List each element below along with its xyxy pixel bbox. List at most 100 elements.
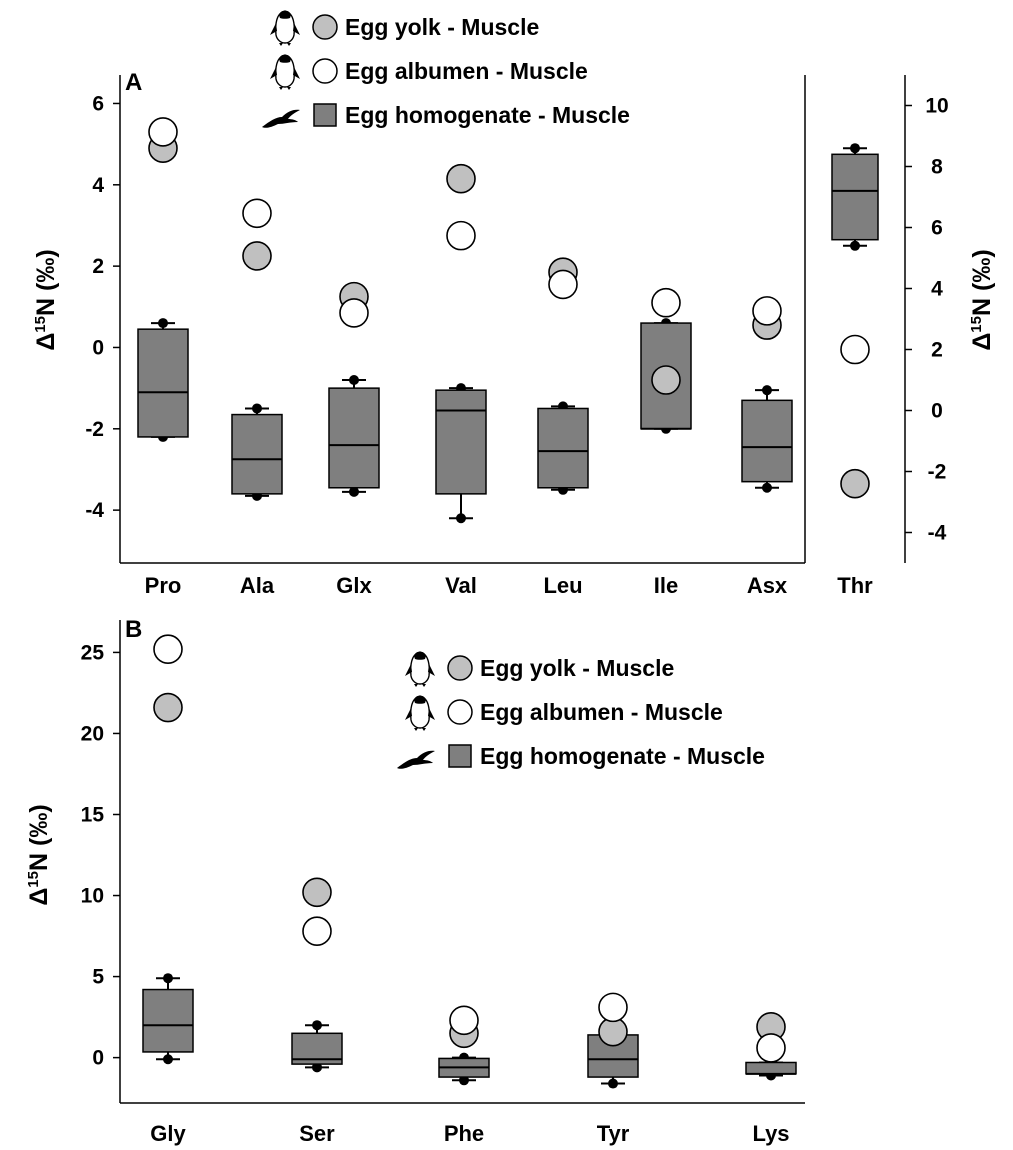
whisker-dot-upper (163, 973, 173, 984)
y-axis-title-delta: Δ (968, 333, 996, 351)
point-albumen-ile (651, 287, 681, 318)
x-category-label: Leu (543, 573, 582, 598)
panel-a-label: A (125, 69, 142, 96)
x-category-label: Tyr (597, 1121, 630, 1146)
whisker-dot-upper (158, 318, 168, 329)
x-category-label: Lys (752, 1121, 789, 1146)
x-category-label: Glx (336, 573, 372, 598)
point-albumen-val (446, 220, 476, 251)
whisker-dot-upper (349, 375, 359, 385)
box-plot-thr (831, 143, 879, 251)
legend-marker-albumen (447, 699, 473, 725)
whisker-dot-upper (252, 403, 262, 414)
bird-silhouette (262, 109, 300, 128)
legend-marker-yolk (447, 655, 473, 681)
y-tick-label-right: 10 (925, 95, 948, 118)
penguin-flipper-right (293, 67, 300, 79)
bird-icon (262, 109, 300, 128)
panel-a: A -4 -2 0 2 4 6 -4 -2 0 2 4 6 8 10 Pro Ala Glx Val Leu Ile A… (32, 69, 996, 598)
y-tick-label: 25 (81, 641, 105, 664)
bird-silhouette (397, 750, 435, 769)
legend-item: Egg homogenate - Muscle (397, 743, 765, 769)
penguin-icon (405, 695, 435, 731)
penguin-flipper-left (405, 708, 412, 720)
box-plot-leu (537, 401, 589, 495)
y-tick-label-right: 0 (931, 400, 943, 423)
panel-b-label: B (125, 616, 142, 643)
box-plot-glx (328, 375, 380, 497)
y-tick-label: 0 (92, 1047, 104, 1070)
penguin-icon (270, 10, 300, 46)
x-category-label: Gly (150, 1121, 186, 1146)
point-yolk-ile (651, 365, 681, 395)
point-albumen-asx (752, 296, 782, 326)
y-tick-label: 6 (92, 92, 104, 115)
y-axis-title-superscript: 15 (32, 316, 49, 333)
penguin-icon (270, 54, 300, 90)
point-yolk-gly (153, 692, 183, 723)
legend-label: Egg albumen - Muscle (345, 58, 588, 84)
y-axis-title: Δ15N (‰) (968, 249, 996, 350)
y-axis-title-superscript: 15 (968, 316, 985, 333)
box-iqr (831, 153, 879, 241)
legend-a: Egg yolk - Muscle Egg albumen - Muscle Egg… (262, 10, 630, 128)
y-tick-label: 20 (81, 722, 104, 745)
penguin-feet (279, 43, 291, 46)
y-tick-label-right: 4 (931, 278, 943, 301)
penguin-feet (414, 728, 426, 731)
penguin-flipper-right (428, 708, 435, 720)
point-albumen-ala (242, 198, 272, 229)
y-tick-label-right: 2 (931, 339, 943, 362)
point-albumen-tyr (598, 992, 628, 1023)
penguin-feet (279, 87, 291, 90)
box-plot-asx (741, 385, 793, 493)
whisker-dot-upper (762, 385, 772, 396)
x-category-label: Val (445, 573, 477, 598)
box-plot-val (435, 383, 487, 524)
box-iqr (745, 1061, 797, 1075)
legend-label: Egg homogenate - Muscle (480, 743, 765, 769)
y-axis-title-delta: Δ (32, 333, 60, 351)
y-tick-label: 10 (81, 885, 104, 908)
y-tick-label: -4 (85, 499, 104, 522)
x-category-label: Phe (444, 1121, 484, 1146)
point-albumen-thr (840, 334, 870, 365)
whisker-dot-lower (349, 486, 359, 497)
point-albumen-gly (153, 634, 183, 664)
whisker-dot-upper (312, 1020, 322, 1031)
point-albumen-leu (548, 269, 578, 300)
point-albumen-ser (302, 916, 332, 946)
penguin-head (414, 695, 426, 704)
box-iqr (137, 328, 189, 438)
box-iqr (435, 389, 487, 495)
x-category-label: Ala (240, 573, 275, 598)
y-axis-title-unit: N (‰) (25, 804, 53, 871)
legend-label: Egg homogenate - Muscle (345, 102, 630, 128)
box-iqr (142, 988, 194, 1053)
y-tick-label: 4 (92, 174, 104, 197)
legend-item: Egg yolk - Muscle (405, 651, 674, 687)
legend-label: Egg yolk - Muscle (345, 14, 539, 40)
point-yolk-val (446, 163, 476, 194)
point-yolk-thr (840, 468, 870, 499)
y-tick-label-right: -2 (928, 461, 947, 484)
box-plot-phe (438, 1052, 490, 1086)
legend-marker-yolk (312, 14, 338, 40)
legend-marker-albumen (312, 58, 338, 84)
x-category-label: Ile (654, 573, 678, 598)
y-tick-label-right: -4 (928, 522, 947, 545)
legend-label: Egg albumen - Muscle (480, 699, 723, 725)
penguin-icon (405, 651, 435, 687)
y-tick-label-right: 6 (931, 217, 943, 240)
box-iqr (537, 407, 589, 489)
y-tick-label: 0 (92, 336, 104, 359)
penguin-head (279, 54, 291, 63)
box-iqr (741, 399, 793, 483)
x-category-label-thr: Thr (837, 573, 873, 598)
y-axis-title-unit: N (‰) (968, 249, 996, 316)
penguin-head (279, 10, 291, 19)
penguin-flipper-left (270, 67, 277, 79)
box-plot-ser (291, 1020, 343, 1073)
